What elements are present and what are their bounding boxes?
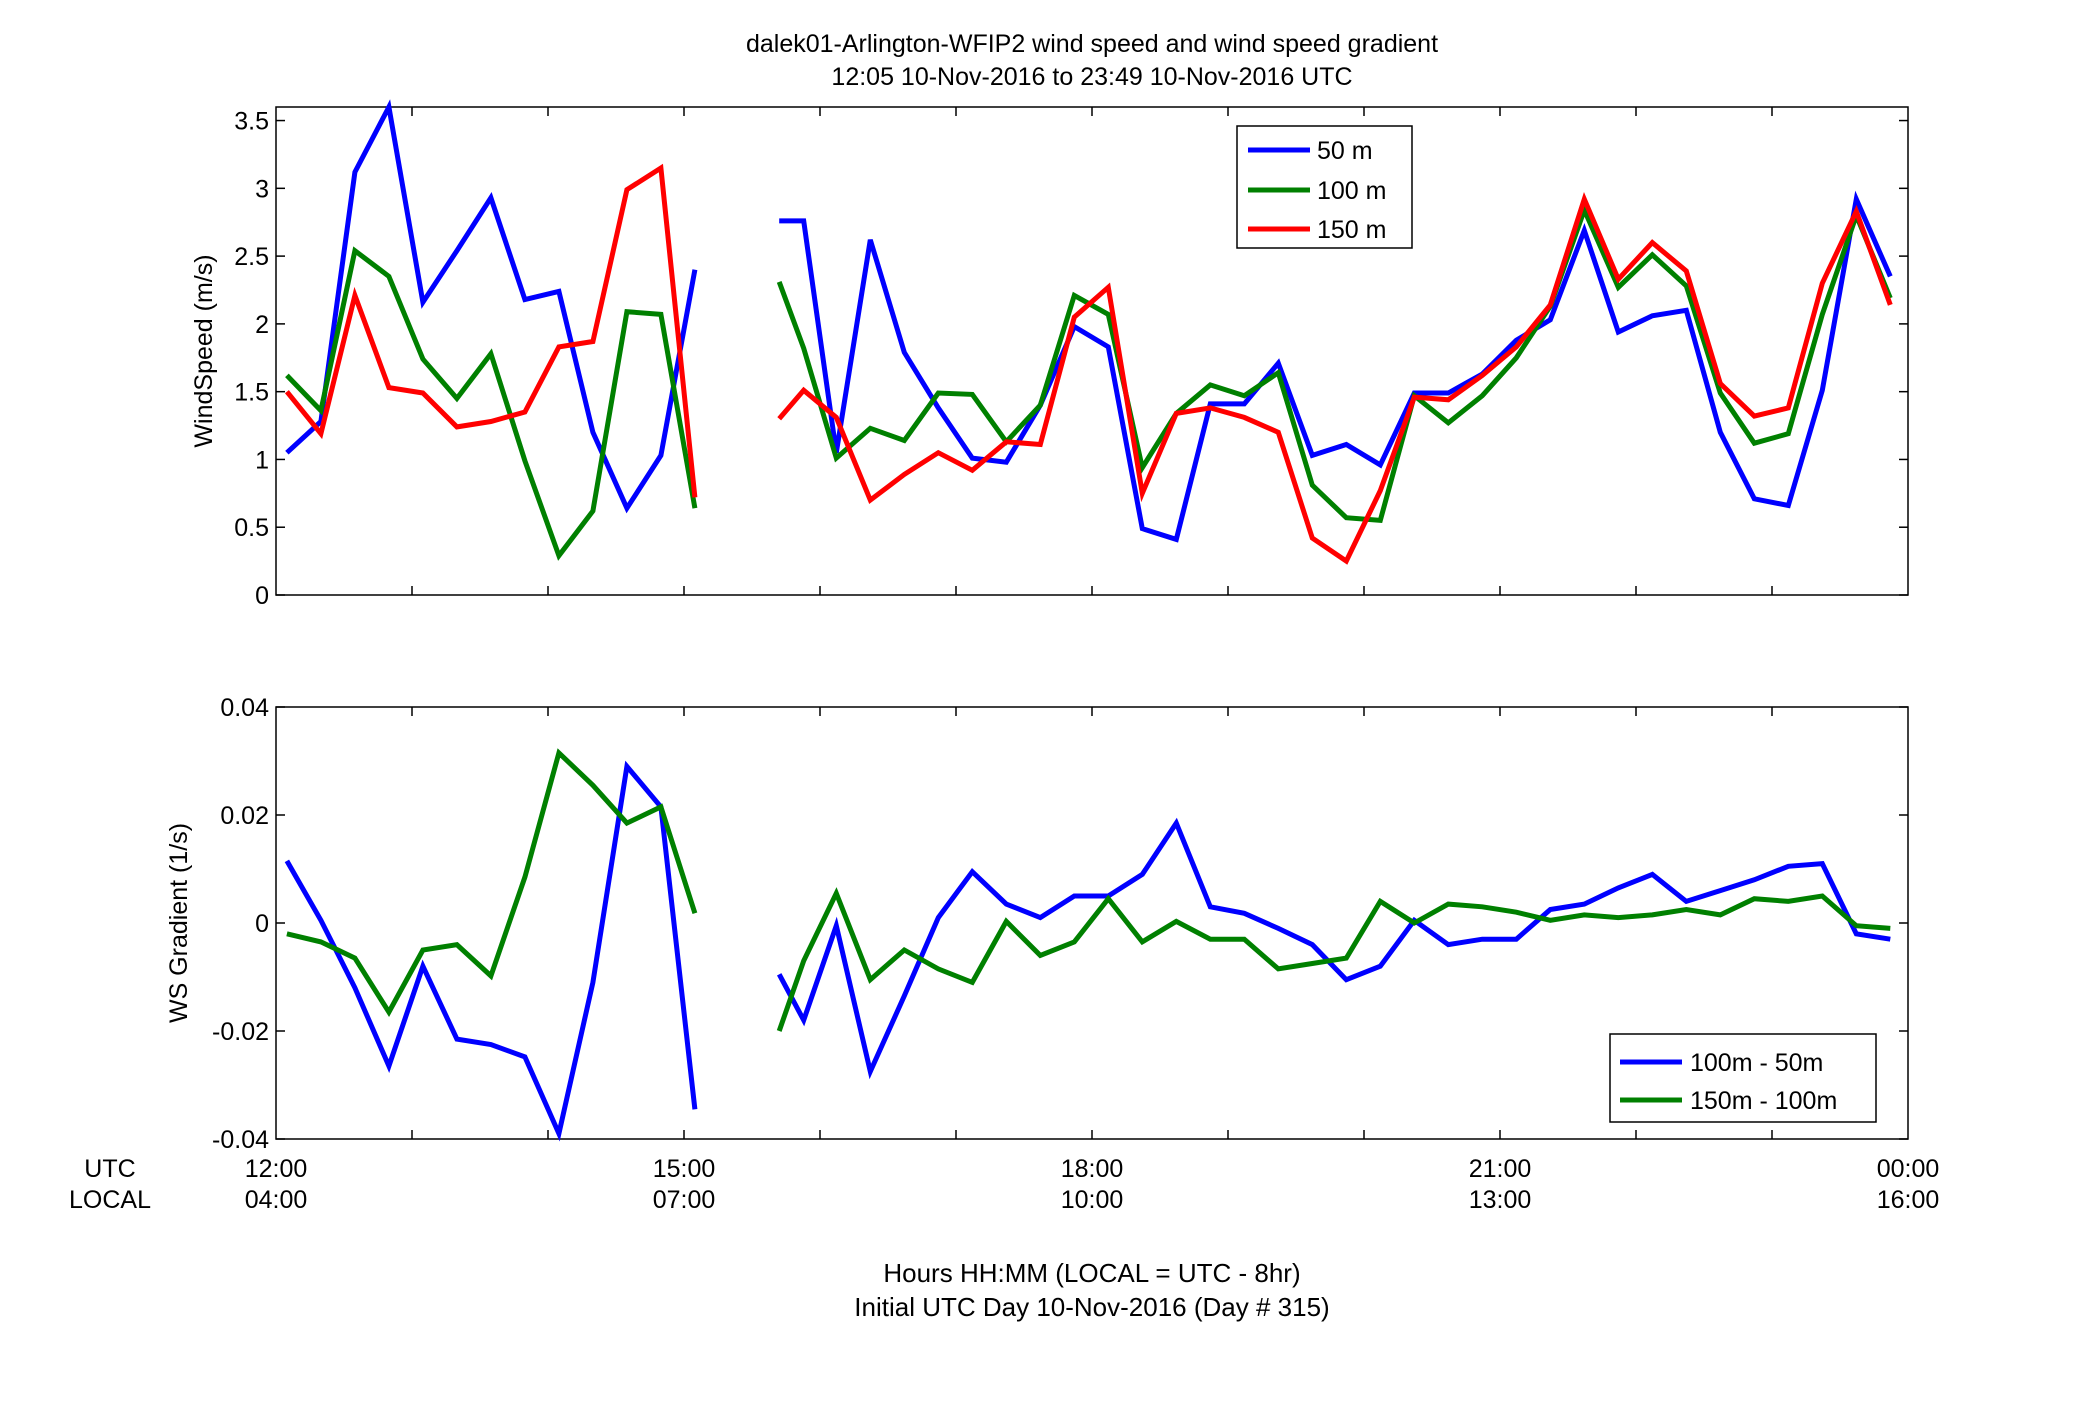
legend-label-50m: 50 m <box>1317 137 1373 165</box>
windspeed-series-50-m <box>285 99 1893 543</box>
windspeed-ytick-label: 3 <box>255 175 269 203</box>
gradient-series-150m-100m <box>286 748 1891 1032</box>
windspeed-ytick-label: 3.5 <box>234 108 269 136</box>
legend-label-100m: 100 m <box>1317 177 1386 205</box>
windspeed-series-150-m <box>284 163 1893 565</box>
chart-title-line1: dalek01-Arlington-WFIP2 wind speed and w… <box>746 30 1438 58</box>
gradient-ytick-label: 0 <box>255 910 269 938</box>
gradient-ytick-label: 0.04 <box>220 694 269 722</box>
gradient-legend: 100m - 50m 150m - 100m <box>1609 1033 1877 1123</box>
windspeed-ytick-label: 2 <box>255 311 269 339</box>
local-tick-label: 07:00 <box>653 1186 716 1214</box>
windspeed-ytick-label: 1.5 <box>234 379 269 407</box>
windspeed-ytick-label: 1 <box>255 446 269 474</box>
windspeed-ytick-label: 2.5 <box>234 243 269 271</box>
legend-label-150m-100m: 150m - 100m <box>1690 1087 1837 1115</box>
windspeed-series-100-m <box>285 203 1893 561</box>
utc-tick-label: 12:00 <box>245 1155 308 1183</box>
gradient-series-group <box>284 748 1891 1142</box>
gradient-panel: -0.04 -0.02 0 0.02 0.04 WS Gradient (1/s) 10… <box>165 694 1909 1154</box>
local-tick-label: 13:00 <box>1469 1186 1532 1214</box>
windspeed-ytick-label: 0.5 <box>234 514 269 542</box>
local-tick-label: 16:00 <box>1877 1186 1940 1214</box>
time-axis-label-line1: Hours HH:MM (LOCAL = UTC - 8hr) <box>883 1258 1300 1288</box>
windspeed-ytick-label: 0 <box>255 582 269 610</box>
utc-tick-label: 15:00 <box>653 1155 716 1183</box>
local-tick-label: 10:00 <box>1061 1186 1124 1214</box>
windspeed-legend: 50 m 100 m 150 m <box>1236 125 1413 249</box>
utc-row-label: UTC <box>84 1155 135 1183</box>
chart-title-line2: 12:05 10-Nov-2016 to 23:49 10-Nov-2016 U… <box>831 63 1352 91</box>
gradient-ytick-label: -0.04 <box>212 1126 269 1154</box>
legend-label-100m-50m: 100m - 50m <box>1690 1049 1823 1077</box>
gradient-ytick-label: -0.02 <box>212 1018 269 1046</box>
gradient-legend-box <box>1609 1033 1877 1123</box>
local-row-label: LOCAL <box>69 1186 151 1214</box>
time-axis-label-line2: Initial UTC Day 10-Nov-2016 (Day # 315) <box>854 1292 1329 1322</box>
windspeed-ylabel: WindSpeed (m/s) <box>190 254 218 447</box>
gradient-tick-group: -0.04 -0.02 0 0.02 0.04 <box>212 694 1908 1154</box>
local-tick-label: 04:00 <box>245 1186 308 1214</box>
windspeed-tick-group: 0 0.5 1 1.5 2 2.5 3 3.5 <box>234 107 1908 610</box>
utc-tick-label: 18:00 <box>1061 1155 1124 1183</box>
time-axis-tick-labels: 12:00 04:00 15:00 07:00 18:00 10:00 21:00 13:00… <box>245 1155 1940 1214</box>
gradient-ytick-label: 0.02 <box>220 802 269 830</box>
windspeed-series-group <box>284 99 1893 565</box>
gradient-ylabel: WS Gradient (1/s) <box>165 823 193 1023</box>
utc-tick-label: 00:00 <box>1877 1155 1940 1183</box>
utc-tick-label: 21:00 <box>1469 1155 1532 1183</box>
windspeed-panel: 0 0.5 1 1.5 2 2.5 3 3.5 WindSpeed (m/s) 50 m 10… <box>190 99 1909 610</box>
legend-label-150m: 150 m <box>1317 216 1386 244</box>
